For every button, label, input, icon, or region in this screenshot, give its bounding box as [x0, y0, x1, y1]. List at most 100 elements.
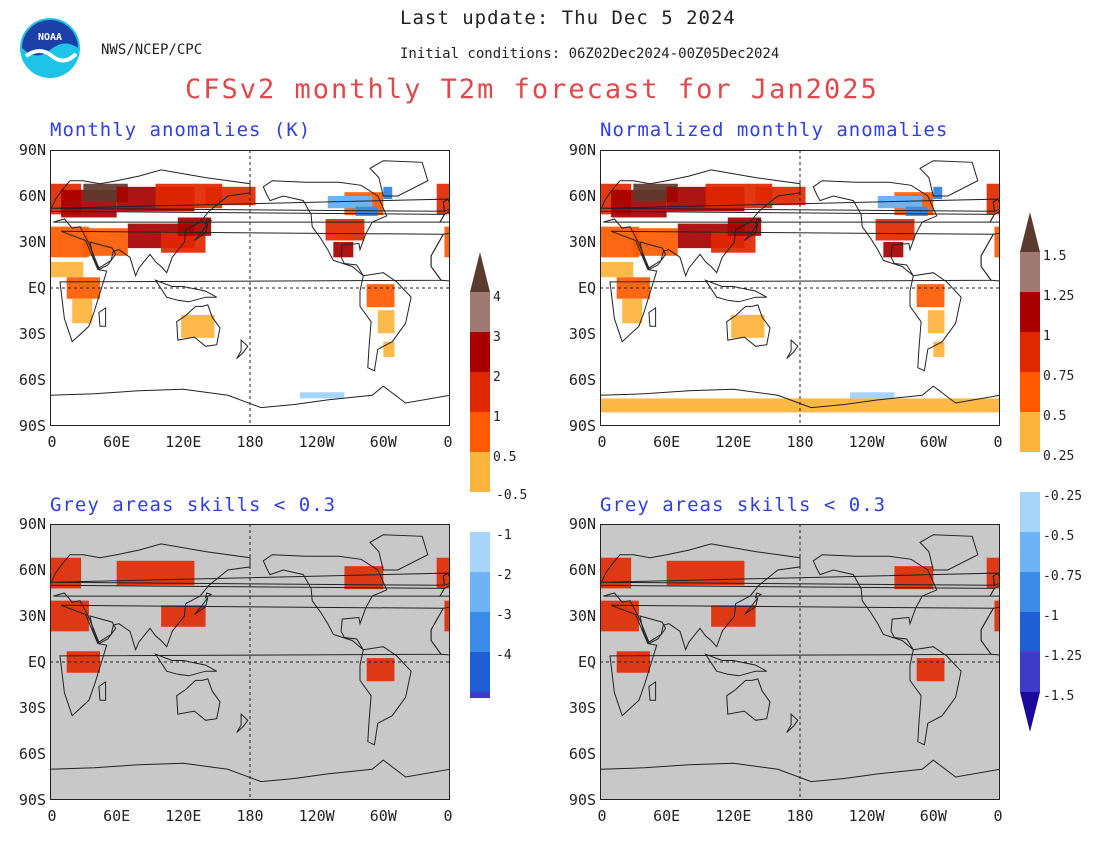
land-outline-newzealand	[236, 338, 249, 359]
lon-label: 180	[786, 433, 814, 451]
map-frame	[600, 524, 1000, 800]
warm-anomaly	[731, 314, 765, 338]
lon-label: 0	[993, 807, 1003, 825]
map-frame	[50, 150, 450, 426]
warm-anomaly	[600, 557, 632, 589]
land-outline-greenland	[919, 534, 979, 571]
land-outline-japan	[194, 223, 209, 241]
colorbar-swatch	[470, 372, 490, 412]
colorbar-label: -0.5	[1043, 529, 1075, 544]
lat-label: 60N	[18, 561, 46, 579]
anomaly-shading	[600, 557, 1000, 682]
lon-label: 60E	[103, 807, 131, 825]
colorbar-top-arrow	[1020, 212, 1040, 252]
lon-label: 120W	[848, 807, 885, 825]
lon-label: 0	[993, 433, 1003, 451]
warm-anomaly	[916, 284, 945, 308]
initial-conditions: Initial conditions: 06Z02Dec2024-00Z05De…	[400, 46, 780, 62]
lon-label: 0	[597, 433, 607, 451]
lon-label: 60W	[919, 807, 947, 825]
cool-anomaly	[355, 206, 378, 216]
land-outline-africa	[59, 604, 445, 717]
lat-label: 60S	[18, 745, 46, 763]
land-outline-north_america	[262, 554, 388, 651]
panel-title-3: Grey areas skills < 0.3	[50, 494, 337, 516]
last-update: Last update: Thu Dec 5 2024	[400, 7, 736, 29]
land-outline-africa-wrap	[430, 232, 450, 282]
land-outline-north_america	[812, 554, 938, 651]
warm-anomaly	[927, 310, 945, 334]
lon-label: 180	[236, 807, 264, 825]
colorbar-label: -3	[496, 608, 512, 623]
lon-label: 120E	[715, 433, 752, 451]
land-outline-indonesia	[154, 279, 217, 303]
land-outline-japan2	[204, 218, 213, 225]
warm-anomaly	[600, 398, 1000, 413]
cool-anomaly	[383, 186, 393, 200]
colorbar-swatch	[1020, 332, 1040, 372]
warm-anomaly	[66, 651, 100, 673]
colorbar-top-arrow	[470, 252, 490, 292]
warm-anomaly	[616, 277, 650, 299]
colorbar-label: -0.75	[1043, 569, 1083, 584]
coastlines	[50, 534, 450, 800]
land-outline-indonesia	[704, 653, 767, 677]
warm-anomaly	[994, 600, 1000, 632]
colorbar-label: 0.5	[493, 450, 517, 465]
lon-label: 120E	[715, 807, 752, 825]
lon-label: 120E	[165, 433, 202, 451]
main-title: CFSv2 monthly T2m forecast for Jan2025	[185, 74, 879, 105]
lon-label: 60W	[369, 433, 397, 451]
lat-label: EQ	[577, 279, 596, 297]
warm-anomaly	[616, 651, 650, 673]
warm-anomaly	[366, 284, 395, 308]
colorbar-swatch	[470, 292, 490, 332]
map-panel-normalized-anomalies	[600, 150, 1000, 426]
lat-label: 60S	[568, 745, 596, 763]
warm-anomaly	[444, 226, 450, 258]
colorbar-label: 0.5	[1043, 409, 1067, 424]
land-outline-arabia	[89, 615, 117, 645]
lat-label: 90N	[568, 515, 596, 533]
land-outline-africa	[59, 230, 445, 343]
map-frame	[50, 524, 450, 800]
lon-label: 0	[47, 433, 57, 451]
warm-anomaly	[333, 242, 354, 258]
land-outline-japan2	[204, 592, 213, 599]
lat-label: 60N	[568, 561, 596, 579]
colorbar-absolute	[470, 252, 490, 698]
land-outline-north_america	[262, 180, 388, 277]
colorbar-label: -2	[496, 568, 512, 583]
warm-anomaly	[444, 600, 450, 632]
lon-label: 180	[236, 433, 264, 451]
land-outline-north_america	[812, 180, 938, 277]
lat-label: 30N	[568, 607, 596, 625]
lat-label: 30N	[18, 607, 46, 625]
warm-anomaly	[344, 566, 384, 590]
lon-label: 60E	[103, 433, 131, 451]
lat-label: 90N	[568, 141, 596, 159]
warm-anomaly	[875, 219, 915, 241]
land-outline-south_america	[359, 272, 412, 372]
lon-label: 0	[47, 807, 57, 825]
warm-anomaly	[72, 298, 93, 324]
land-outline-japan	[744, 223, 759, 241]
colorbar-label: 4	[493, 290, 501, 305]
land-outline-antarctica	[600, 385, 1000, 426]
land-outline-africa-wrap	[980, 232, 1000, 282]
colorbar-label: 3	[493, 330, 501, 345]
colorbar-label: -1	[1043, 609, 1059, 624]
land-outline-japan	[744, 597, 759, 615]
warm-anomaly	[933, 341, 945, 357]
colorbar-swatch	[470, 532, 490, 572]
panel-title-1: Monthly anomalies (K)	[50, 119, 312, 141]
land-outline-arabia	[89, 241, 117, 271]
cool-anomaly	[300, 392, 345, 399]
warm-anomaly	[50, 557, 82, 589]
land-outline-eurasia	[50, 543, 446, 652]
colorbar-swatch	[470, 652, 490, 692]
colorbar-swatch	[470, 452, 490, 492]
land-outline-indonesia	[704, 279, 767, 303]
colorbar-label: -4	[496, 648, 512, 663]
colorbar-label: 1	[1043, 329, 1051, 344]
